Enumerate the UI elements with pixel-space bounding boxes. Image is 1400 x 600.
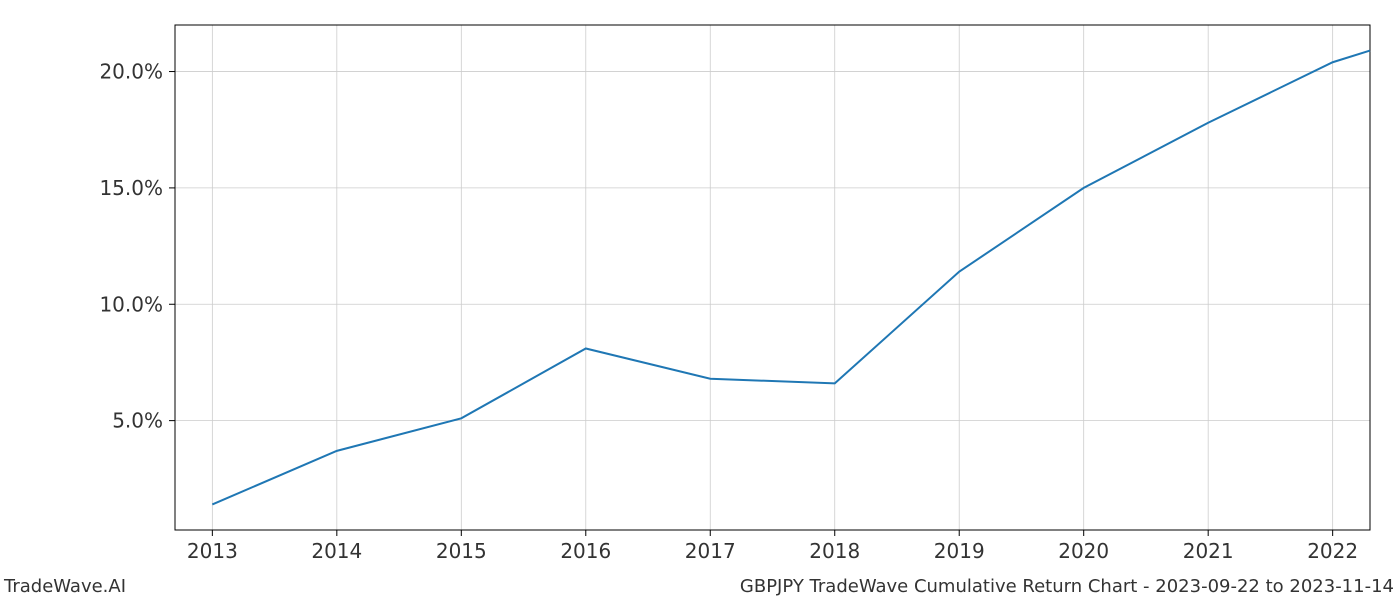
x-tick-label: 2013 <box>187 539 238 563</box>
x-tick-label: 2016 <box>560 539 611 563</box>
chart-background <box>0 0 1400 600</box>
y-tick-label: 20.0% <box>99 60 163 84</box>
line-chart: 2013 2014 2015 2016 2017 2018 2019 2020 2021 2022… <box>0 0 1400 600</box>
x-tick-label: 2015 <box>436 539 487 563</box>
x-tick-label: 2014 <box>311 539 362 563</box>
x-tick-label: 2017 <box>685 539 736 563</box>
footer-left-label: TradeWave.AI <box>3 576 126 597</box>
y-tick-label: 15.0% <box>99 176 163 200</box>
x-tick-label: 2018 <box>809 539 860 563</box>
x-tick-label: 2020 <box>1058 539 1109 563</box>
x-tick-label: 2022 <box>1307 539 1358 563</box>
y-tick-label: 5.0% <box>112 409 163 433</box>
chart-container: 2013 2014 2015 2016 2017 2018 2019 2020 2021 2022… <box>0 0 1400 600</box>
x-tick-label: 2019 <box>934 539 985 563</box>
y-tick-label: 10.0% <box>99 292 163 316</box>
footer-right-label: GBPJPY TradeWave Cumulative Return Chart… <box>740 576 1394 597</box>
x-tick-label: 2021 <box>1183 539 1234 563</box>
